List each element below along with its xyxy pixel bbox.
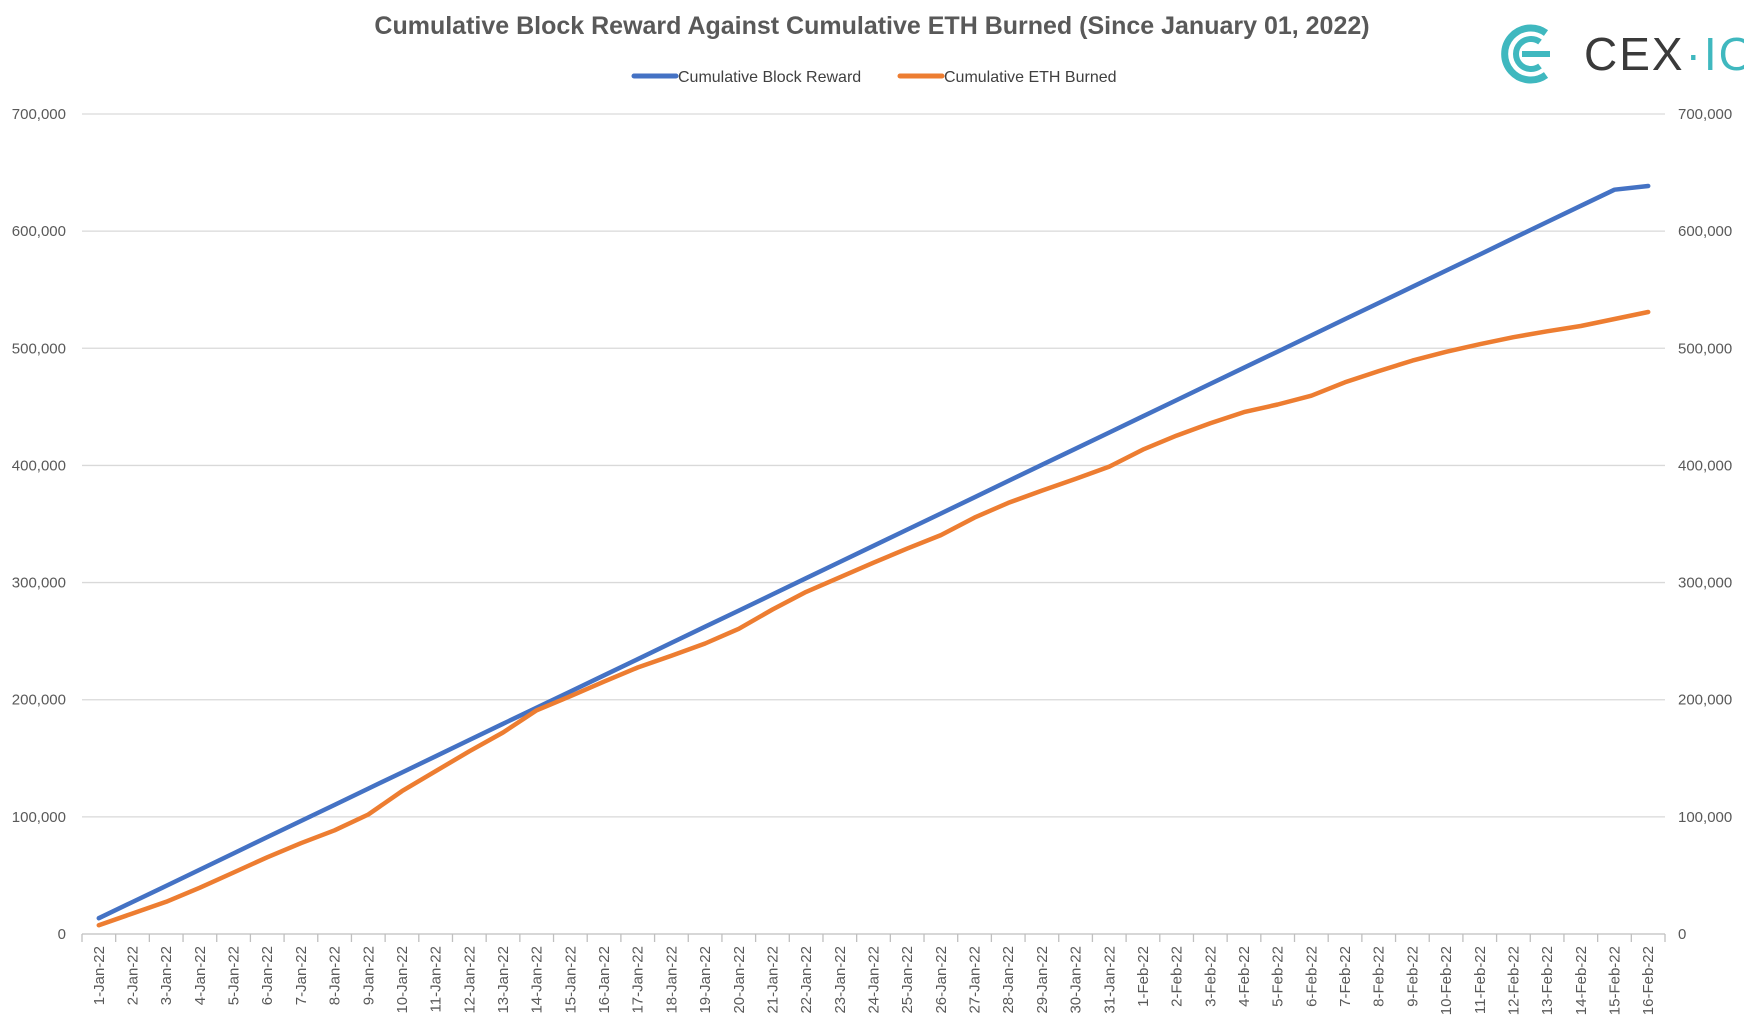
x-tick-label: 29-Jan-22: [1034, 946, 1051, 1014]
left-y-axis: 0 100,000 200,000 300,000 400,000 500,000 600,…: [12, 106, 66, 943]
x-tick-label: 22-Jan-22: [798, 946, 815, 1014]
legend: Cumulative Block Reward Cumulative ETH B…: [631, 69, 1117, 86]
x-tick-label: 13-Jan-22: [495, 946, 512, 1014]
x-tick-label: 16-Jan-22: [596, 946, 613, 1014]
x-tick-label: 8-Jan-22: [327, 946, 344, 1005]
x-tick-label: 2-Feb-22: [1169, 946, 1186, 1007]
y-tick-label-right: 500,000: [1678, 340, 1732, 357]
cex-io-logo: CEX·IO: [1501, 24, 1744, 84]
x-tick-label: 16-Feb-22: [1640, 946, 1657, 1015]
y-tick-label-right: 700,000: [1678, 106, 1732, 123]
x-tick-label: 28-Jan-22: [1000, 946, 1017, 1014]
x-tick-label: 9-Feb-22: [1404, 946, 1421, 1007]
x-tick-label: 2-Jan-22: [125, 946, 142, 1005]
x-tick-label: 1-Jan-22: [91, 946, 108, 1005]
x-tick-label: 19-Jan-22: [697, 946, 714, 1014]
y-tick-label-right: 100,000: [1678, 809, 1732, 826]
y-tick-label-right: 200,000: [1678, 692, 1732, 709]
y-tick-label-left: 200,000: [12, 692, 66, 709]
y-tick-label-left: 300,000: [12, 575, 66, 592]
x-tick-label: 7-Feb-22: [1337, 946, 1354, 1007]
x-tick-label: 14-Jan-22: [529, 946, 546, 1014]
x-tick-label: 3-Feb-22: [1202, 946, 1219, 1007]
x-tick-label: 31-Jan-22: [1101, 946, 1118, 1014]
x-tick-label: 7-Jan-22: [293, 946, 310, 1005]
y-tick-label-left: 100,000: [12, 809, 66, 826]
y-tick-label-left: 400,000: [12, 457, 66, 474]
x-tick-label: 9-Jan-22: [360, 946, 377, 1005]
x-tick-label: 15-Feb-22: [1606, 946, 1623, 1015]
x-tick-label: 25-Jan-22: [899, 946, 916, 1014]
right-y-axis: 0 100,000 200,000 300,000 400,000 500,000 600,…: [1678, 106, 1732, 943]
series-line-block-reward: [96, 183, 1651, 921]
x-tick-label: 6-Jan-22: [259, 946, 276, 1005]
x-tick-label: 18-Jan-22: [663, 946, 680, 1014]
y-tick-label-right: 0: [1678, 926, 1686, 943]
x-tick-label: 5-Feb-22: [1270, 946, 1287, 1007]
x-tick-label: 4-Jan-22: [192, 946, 209, 1005]
series-line-eth-burned: [96, 309, 1651, 928]
y-tick-label-right: 300,000: [1678, 575, 1732, 592]
x-tick-label: 10-Jan-22: [394, 946, 411, 1014]
x-tick-label: 3-Jan-22: [158, 946, 175, 1005]
y-tick-label-left: 700,000: [12, 106, 66, 123]
x-tick-label: 21-Jan-22: [764, 946, 781, 1014]
gridlines: [82, 113, 1665, 818]
x-tick-label: 11-Feb-22: [1472, 946, 1489, 1014]
y-tick-label-right: 600,000: [1678, 223, 1732, 240]
series-lines: [96, 183, 1651, 928]
x-tick-label: 14-Feb-22: [1573, 946, 1590, 1015]
x-tick-label: 5-Jan-22: [226, 946, 243, 1005]
x-tick-label: 12-Jan-22: [461, 946, 478, 1014]
y-tick-label-right: 400,000: [1678, 457, 1732, 474]
y-tick-label-left: 0: [58, 926, 66, 943]
x-tick-label: 6-Feb-22: [1303, 946, 1320, 1007]
x-tick-label: 8-Feb-22: [1371, 946, 1388, 1007]
x-tick-label: 10-Feb-22: [1438, 946, 1455, 1015]
chart-title: Cumulative Block Reward Against Cumulati…: [374, 12, 1369, 40]
x-tick-label: 24-Jan-22: [866, 946, 883, 1014]
legend-label-eth-burned: Cumulative ETH Burned: [944, 69, 1117, 86]
x-tick-label: 27-Jan-22: [967, 946, 984, 1014]
x-tick-label: 15-Jan-22: [562, 946, 579, 1014]
cex-io-logo-icon: [1501, 24, 1550, 84]
x-tick-label: 13-Feb-22: [1539, 946, 1556, 1015]
y-tick-label-left: 500,000: [12, 340, 66, 357]
cex-io-logo-text: CEX·IO: [1584, 28, 1744, 80]
x-tick-label: 12-Feb-22: [1505, 946, 1522, 1015]
x-tick-label: 17-Jan-22: [630, 946, 647, 1014]
x-tick-label: 26-Jan-22: [933, 946, 950, 1014]
y-tick-label-left: 600,000: [12, 223, 66, 240]
x-tick-label: 20-Jan-22: [731, 946, 748, 1014]
x-tick-label: 1-Feb-22: [1135, 946, 1152, 1007]
x-tick-label: 23-Jan-22: [832, 946, 849, 1014]
legend-label-block-reward: Cumulative Block Reward: [678, 69, 861, 86]
x-tick-label: 4-Feb-22: [1236, 946, 1253, 1007]
x-axis: 1-Jan-22 2-Jan-22 3-Jan-22 4-Jan-22 5-Jan-22…: [81, 933, 1666, 1015]
x-tick-label: 30-Jan-22: [1068, 946, 1085, 1014]
x-tick-label: 11-Jan-22: [428, 946, 445, 1012]
